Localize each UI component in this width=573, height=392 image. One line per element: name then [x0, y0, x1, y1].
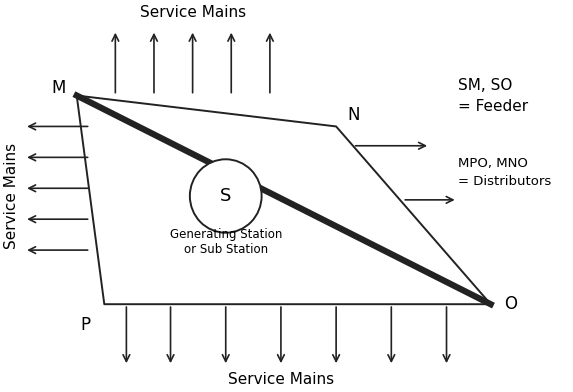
Text: O: O: [504, 295, 517, 313]
Text: MPO, MNO
= Distributors: MPO, MNO = Distributors: [458, 157, 551, 188]
Text: Service Mains: Service Mains: [140, 5, 246, 20]
Ellipse shape: [190, 159, 262, 233]
Text: Service Mains: Service Mains: [228, 372, 334, 387]
Text: SM, SO
= Feeder: SM, SO = Feeder: [458, 78, 528, 114]
Text: N: N: [347, 106, 360, 124]
Text: S: S: [220, 187, 231, 205]
Text: Generating Station
or Sub Station: Generating Station or Sub Station: [170, 229, 282, 256]
Text: P: P: [80, 316, 91, 334]
Text: Service Mains: Service Mains: [4, 143, 19, 249]
Text: M: M: [52, 79, 66, 97]
